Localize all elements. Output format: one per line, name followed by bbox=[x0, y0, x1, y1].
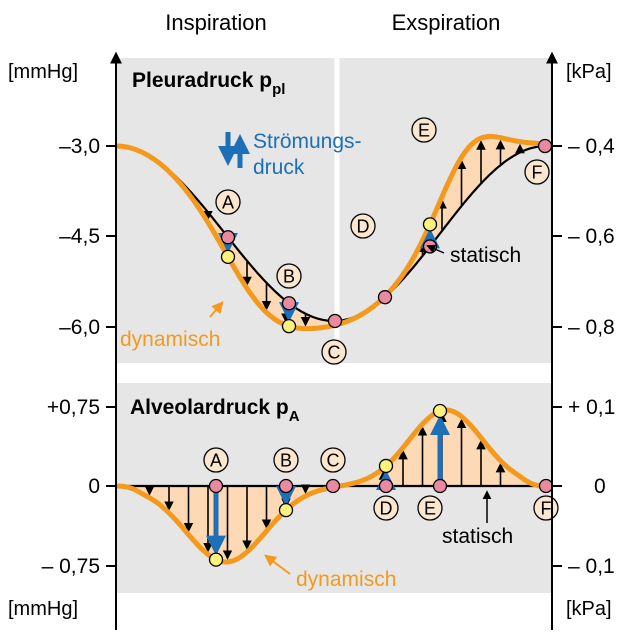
top-label-d-circle bbox=[350, 213, 376, 239]
flow-pressure-legend: Strömungs- druck bbox=[218, 130, 362, 179]
bottom-label-e-circle bbox=[417, 495, 443, 521]
right-tick-label: + 0,1 bbox=[568, 396, 615, 419]
bottom-point-a bbox=[208, 478, 224, 494]
left-tick-label: 0 bbox=[88, 475, 100, 498]
bottom-label-d: D bbox=[380, 499, 393, 519]
top-label-b: B bbox=[283, 267, 295, 287]
right-tick-label: – 0,1 bbox=[568, 555, 615, 578]
left-tick-label: –6,0 bbox=[59, 316, 100, 339]
top-panel-title: Pleuradruck ppl bbox=[132, 69, 285, 98]
bottom-dynamic-point-a bbox=[208, 552, 224, 567]
legend-label-line1: Strömungs- bbox=[253, 130, 362, 153]
bottom-dynamic-point-e bbox=[432, 403, 448, 419]
bottom-points: A B C D E F bbox=[203, 403, 559, 567]
bottom-dynamic-label: dynamisch bbox=[296, 568, 396, 591]
right-unit-top: [kPa] bbox=[566, 61, 612, 83]
left-axis: [mmHg] [mmHg] –3,0 –4,5 –6,0 +0,75 0 – 0… bbox=[8, 51, 122, 630]
right-tick-label: – 0,4 bbox=[568, 135, 615, 158]
top-label-e: E bbox=[418, 121, 430, 141]
top-static-point-a bbox=[220, 230, 236, 245]
left-tick-label: –3,0 bbox=[59, 135, 100, 158]
top-dynamic-pointer bbox=[209, 301, 224, 318]
bottom-label-a-circle bbox=[203, 447, 229, 473]
bottom-label-e: E bbox=[424, 499, 436, 519]
bottom-label-c: C bbox=[327, 451, 340, 471]
right-tick-label: 0 bbox=[594, 475, 606, 498]
top-dynamic-label: dynamisch bbox=[120, 328, 220, 351]
right-axis: [kPa] [kPa] – 0,4 – 0,6 – 0,8 + 0,1 0 – … bbox=[546, 51, 615, 630]
bottom-panel-title: Alveolardruck pA bbox=[130, 396, 300, 425]
top-static-label: statisch bbox=[450, 244, 521, 267]
left-unit-top: [mmHg] bbox=[8, 61, 78, 83]
top-difference-area bbox=[116, 136, 546, 329]
right-tick-label: – 0,8 bbox=[568, 316, 615, 339]
top-point-f bbox=[537, 138, 553, 154]
bottom-dynamic-point-d bbox=[378, 458, 394, 474]
bottom-point-e bbox=[432, 478, 448, 494]
left-tick-label: +0,75 bbox=[47, 396, 100, 419]
right-tick-label: – 0,6 bbox=[568, 225, 615, 248]
bottom-label-b: B bbox=[280, 451, 292, 471]
top-dynamic-point-b bbox=[281, 318, 297, 334]
top-point-d bbox=[377, 290, 393, 305]
top-static-point-b bbox=[281, 296, 297, 311]
top-label-a: A bbox=[222, 193, 234, 213]
top-label-b-circle bbox=[276, 263, 302, 289]
bottom-point-f bbox=[538, 478, 554, 494]
bottom-static-label: statisch bbox=[442, 525, 513, 548]
top-label-d: D bbox=[357, 217, 370, 237]
top-dynamic-point-e bbox=[422, 217, 438, 232]
exspiration-label: Exspiration bbox=[392, 10, 501, 35]
top-label-f-circle bbox=[524, 159, 550, 185]
top-label-e-circle bbox=[411, 117, 437, 143]
bottom-panel: A B C D E F Alveolardruck pA dynamisch statis… bbox=[116, 383, 559, 593]
bottom-label-c-circle bbox=[320, 447, 346, 473]
legend-label-line2: druck bbox=[253, 156, 305, 179]
top-label-c: C bbox=[328, 343, 341, 363]
bottom-label-b-circle bbox=[273, 447, 299, 473]
top-dynamic-point-a bbox=[220, 249, 236, 264]
left-tick-label: –4,5 bbox=[59, 225, 100, 248]
right-unit-bottom: [kPa] bbox=[566, 598, 612, 620]
top-label-c-circle bbox=[321, 339, 347, 365]
bottom-point-b bbox=[278, 478, 294, 494]
top-static-pointer bbox=[426, 244, 445, 254]
top-points: A B C D E F bbox=[215, 117, 553, 365]
top-panel-background bbox=[116, 58, 552, 363]
bottom-label-d-circle bbox=[373, 495, 399, 521]
top-label-a-circle bbox=[215, 189, 241, 215]
bottom-label-a: A bbox=[210, 451, 222, 471]
left-tick-label: – 0,75 bbox=[42, 555, 100, 578]
bottom-dynamic-point-b bbox=[278, 502, 294, 518]
bottom-dynamic-pointer bbox=[264, 554, 291, 575]
bottom-point-d bbox=[378, 478, 394, 494]
bottom-label-f: F bbox=[541, 499, 552, 519]
bottom-point-c bbox=[325, 478, 341, 494]
top-point-c bbox=[327, 313, 343, 329]
left-unit-bottom: [mmHg] bbox=[8, 598, 78, 620]
inspiration-label: Inspiration bbox=[165, 10, 267, 35]
top-label-f: F bbox=[532, 163, 543, 183]
